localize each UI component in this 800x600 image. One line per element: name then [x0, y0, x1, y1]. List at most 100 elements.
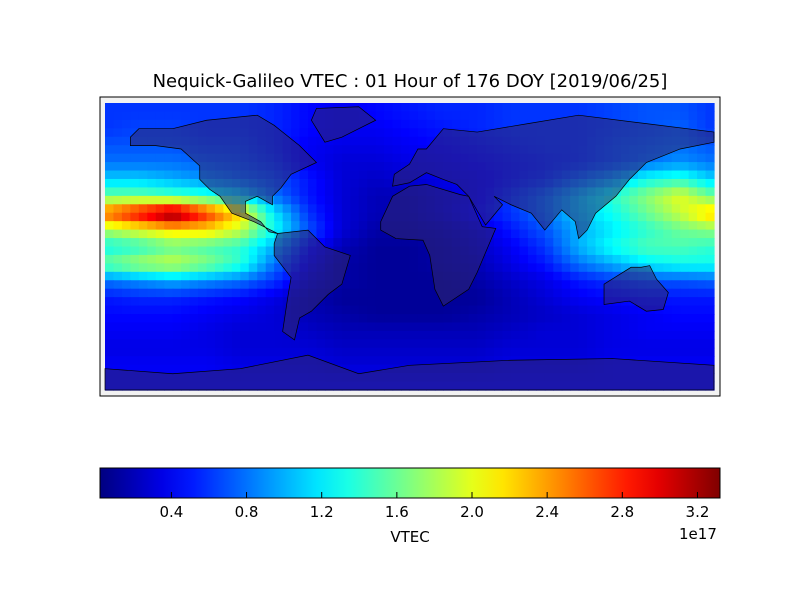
heat-cell [409, 128, 419, 138]
heat-cell [409, 305, 419, 315]
heat-cell [688, 314, 698, 324]
heat-cell [426, 178, 436, 189]
heat-cell [519, 246, 529, 256]
heat-cell [257, 195, 267, 205]
heat-cell [511, 330, 521, 340]
heat-cell [654, 263, 664, 273]
heat-cell [646, 103, 656, 113]
heat-cell [451, 356, 461, 366]
heat-cell [697, 246, 707, 256]
heat-cell [105, 263, 115, 273]
heat-cell [121, 119, 131, 129]
heat-cell [223, 288, 233, 298]
heat-cell [341, 330, 351, 340]
heat-cell [417, 322, 428, 332]
heat-cell [274, 305, 284, 315]
heat-cell [121, 297, 131, 307]
heat-cell [324, 178, 334, 189]
heat-cell [138, 229, 148, 239]
heat-cell [299, 347, 309, 357]
heat-cell [181, 246, 191, 256]
heat-cell [257, 204, 267, 214]
heat-cell [350, 288, 360, 298]
heat-cell [189, 246, 199, 256]
heat-cell [561, 288, 571, 298]
heat-cell [561, 330, 571, 340]
heat-cell [164, 356, 174, 366]
heat-cell [468, 111, 478, 121]
heat-cell [392, 280, 402, 290]
heat-cell [105, 111, 115, 121]
heat-cell [341, 187, 351, 197]
heat-cell [485, 111, 495, 121]
heat-cell [494, 221, 504, 231]
heat-cell [358, 229, 368, 239]
heat-cell [409, 145, 419, 155]
heat-cell [485, 103, 495, 113]
heat-cell [291, 136, 301, 146]
heat-cell [375, 170, 385, 180]
heat-cell [130, 119, 140, 129]
heat-cell [477, 322, 487, 332]
heat-cell [181, 187, 191, 197]
heat-cell [189, 195, 199, 205]
heat-cell [502, 238, 512, 248]
heat-cell [113, 229, 123, 239]
heat-cell [189, 212, 199, 222]
heat-cell [172, 305, 182, 315]
heat-cell [646, 162, 656, 172]
heat-cell [333, 162, 343, 172]
heat-cell [367, 305, 377, 315]
heat-cell [688, 347, 698, 357]
heat-cell [214, 297, 225, 307]
heat-cell [333, 170, 343, 180]
heat-cell [341, 356, 351, 366]
heat-cell [375, 128, 385, 138]
heat-cell [299, 212, 309, 222]
heat-cell [375, 229, 385, 239]
heat-cell [206, 322, 216, 332]
heat-cell [316, 330, 326, 340]
heat-cell [113, 153, 123, 163]
colorbar-tick-label: 0.8 [234, 503, 259, 521]
heat-cell [671, 305, 681, 315]
heat-cell [367, 297, 377, 307]
heat-cell [553, 103, 563, 113]
heat-cell [181, 271, 191, 281]
heat-cell [299, 339, 309, 349]
heat-cell [663, 330, 673, 340]
heat-cell [612, 246, 622, 256]
heat-cell [392, 238, 402, 248]
heat-cell [164, 263, 174, 273]
heat-cell [257, 339, 267, 349]
heat-cell [198, 212, 208, 222]
heat-cell [223, 297, 233, 307]
heat-cell [536, 322, 546, 332]
heat-cell [181, 212, 191, 222]
heat-cell [688, 162, 698, 172]
heat-cell [612, 254, 622, 264]
heat-cell [350, 136, 360, 146]
heat-cell [350, 364, 360, 374]
heat-cell [308, 162, 318, 172]
heat-cell [113, 297, 123, 307]
heat-cell [121, 263, 131, 273]
heat-cell [214, 195, 225, 205]
heat-cell [375, 195, 385, 205]
heat-cell [138, 271, 148, 281]
heat-cell [358, 128, 368, 138]
heat-cell [494, 280, 504, 290]
heat-cell [612, 238, 622, 248]
heat-cell [663, 271, 673, 281]
heat-cell [460, 322, 470, 332]
continent-australia [603, 265, 669, 312]
heat-cell [164, 305, 174, 315]
heat-cell [248, 103, 258, 113]
heat-cell [282, 212, 292, 222]
heat-cell [274, 204, 284, 214]
heat-cell [299, 119, 309, 129]
heat-cell [604, 305, 614, 315]
heat-cell [680, 271, 690, 281]
heat-cell [477, 271, 487, 281]
heat-cell [417, 128, 428, 138]
